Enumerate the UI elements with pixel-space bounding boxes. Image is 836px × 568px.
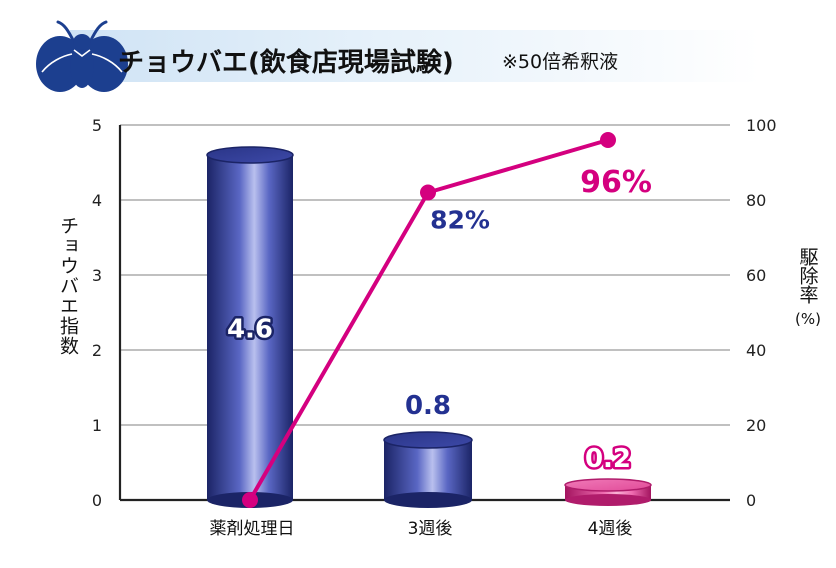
line-series [242, 132, 616, 508]
title-banner [70, 30, 760, 82]
right-tick-label: 0 [746, 491, 756, 510]
bar [564, 478, 652, 506]
chart-subtitle: ※50倍希釈液 [502, 51, 619, 73]
right-tick-label: 60 [746, 266, 766, 285]
right-tick-label: 100 [746, 116, 777, 135]
right-tick-label: 20 [746, 416, 766, 435]
line-value-label: 96% [580, 165, 652, 200]
category-label: 4週後 [588, 519, 633, 539]
bar-value-label: 4.6 [227, 315, 273, 345]
left-tick-label: 5 [92, 116, 102, 135]
bar-value-label: 0.2 [585, 444, 631, 474]
line-value-label: 82% [430, 206, 490, 235]
category-label: 3週後 [408, 519, 453, 539]
bar-series [206, 146, 652, 508]
left-tick-label: 4 [92, 191, 102, 210]
left-axis-ticks: 0 1 2 3 4 5 [92, 116, 102, 510]
right-axis-label-group: 駆除率 (%) [788, 247, 828, 328]
left-tick-label: 2 [92, 341, 102, 360]
right-axis-unit: (%) [795, 310, 821, 328]
bar [383, 431, 473, 508]
x-axis-categories: 薬剤処理日 3週後 4週後 [210, 519, 633, 539]
left-tick-label: 0 [92, 491, 102, 510]
line-point [600, 132, 616, 148]
left-tick-label: 3 [92, 266, 102, 285]
chart-title: チョウバエ(飲食店現場試験) [118, 48, 454, 78]
right-axis-ticks: 0 20 40 60 80 100 [746, 116, 777, 510]
line-point [242, 492, 258, 508]
right-axis-label: 駆除率 [796, 247, 819, 304]
bar-value-labels: 4.6 0.8 0.2 [224, 312, 633, 477]
left-axis-label: チョウバエ指数 [57, 216, 79, 356]
bar-value-label: 0.8 [405, 391, 451, 421]
right-tick-label: 80 [746, 191, 766, 210]
fly-icon [36, 20, 128, 92]
category-label: 薬剤処理日 [210, 519, 295, 539]
chart-header: チョウバエ(飲食店現場試験) ※50倍希釈液 [0, 0, 836, 110]
line-value-labels: 82% 96% [430, 165, 652, 235]
line-point [420, 184, 436, 201]
left-tick-label: 1 [92, 416, 102, 435]
right-tick-label: 40 [746, 341, 766, 360]
bar [206, 146, 294, 508]
